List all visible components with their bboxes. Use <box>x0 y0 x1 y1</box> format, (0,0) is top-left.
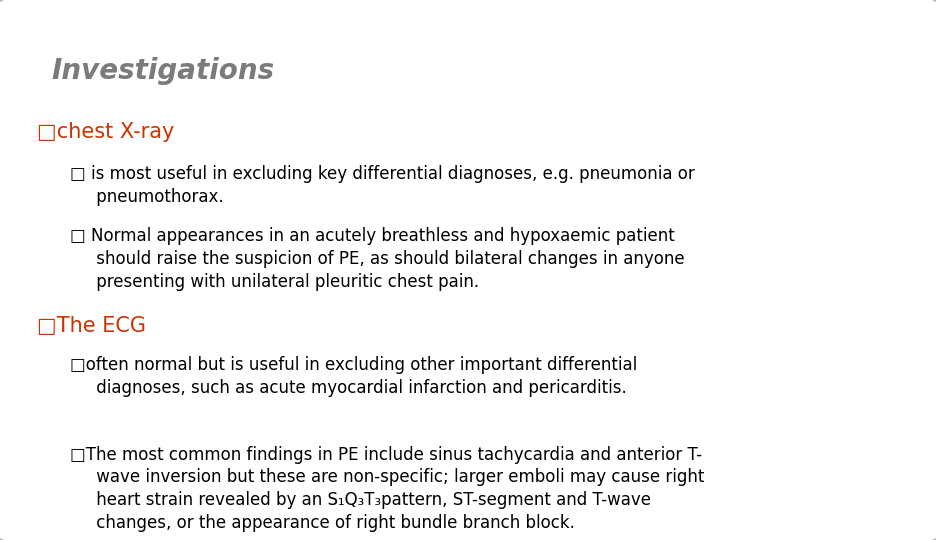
Text: Investigations: Investigations <box>51 57 274 85</box>
Text: □The most common findings in PE include sinus tachycardia and anterior T-
     w: □The most common findings in PE include … <box>70 446 705 532</box>
Text: □The ECG: □The ECG <box>37 316 146 336</box>
Text: □ Normal appearances in an acutely breathless and hypoxaemic patient
     should: □ Normal appearances in an acutely breat… <box>70 227 685 291</box>
Text: □often normal but is useful in excluding other important differential
     diagn: □often normal but is useful in excluding… <box>70 356 637 397</box>
Text: □chest X-ray: □chest X-ray <box>37 122 175 141</box>
Text: □ is most useful in excluding key differential diagnoses, e.g. pneumonia or
    : □ is most useful in excluding key differ… <box>70 165 695 206</box>
